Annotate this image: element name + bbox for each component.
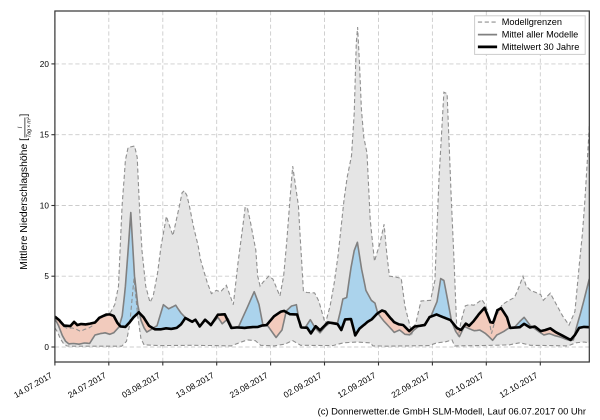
svg-text:l: l [17,126,24,128]
svg-text:Mittelwert 30 Jahre: Mittelwert 30 Jahre [502,42,580,52]
svg-text:Mittlere Niederschlagshöhe [: Mittlere Niederschlagshöhe [ [19,138,30,270]
svg-text:(c) Donnerwetter.de GmbH SLM-M: (c) Donnerwetter.de GmbH SLM-Modell, Lau… [318,405,586,416]
svg-text:20: 20 [40,60,50,69]
svg-text:Tag × m²: Tag × m² [26,117,32,138]
svg-text:5: 5 [44,272,49,281]
svg-text:0: 0 [44,343,49,352]
svg-text:]: ] [19,114,30,117]
svg-text:15: 15 [40,131,50,140]
svg-text:Mittel aller Modelle: Mittel aller Modelle [502,30,579,40]
svg-text:Modellgrenzen: Modellgrenzen [502,17,562,27]
svg-text:10: 10 [40,202,50,211]
